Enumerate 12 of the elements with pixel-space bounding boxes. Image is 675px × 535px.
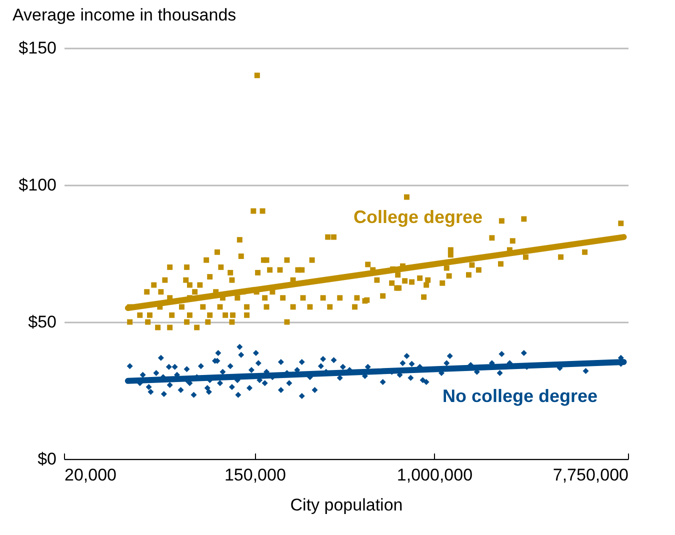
x-tick-label: 1,000,000 — [396, 466, 473, 484]
y-axis-title: Average income in thousands — [12, 6, 236, 24]
x-axis-title: City population — [290, 496, 403, 514]
series-label: No college degree — [442, 386, 598, 406]
series-label: College degree — [353, 207, 483, 227]
x-tick-label: 150,000 — [224, 466, 286, 484]
y-tick-label: $0 — [38, 450, 56, 468]
y-tick-label: $50 — [28, 312, 56, 332]
x-tick-label: 7,750,000 — [552, 466, 628, 484]
x-tick-label: 20,000 — [64, 466, 116, 484]
y-tick-label: $100 — [18, 176, 56, 194]
y-tick-label: $150 — [18, 38, 56, 58]
